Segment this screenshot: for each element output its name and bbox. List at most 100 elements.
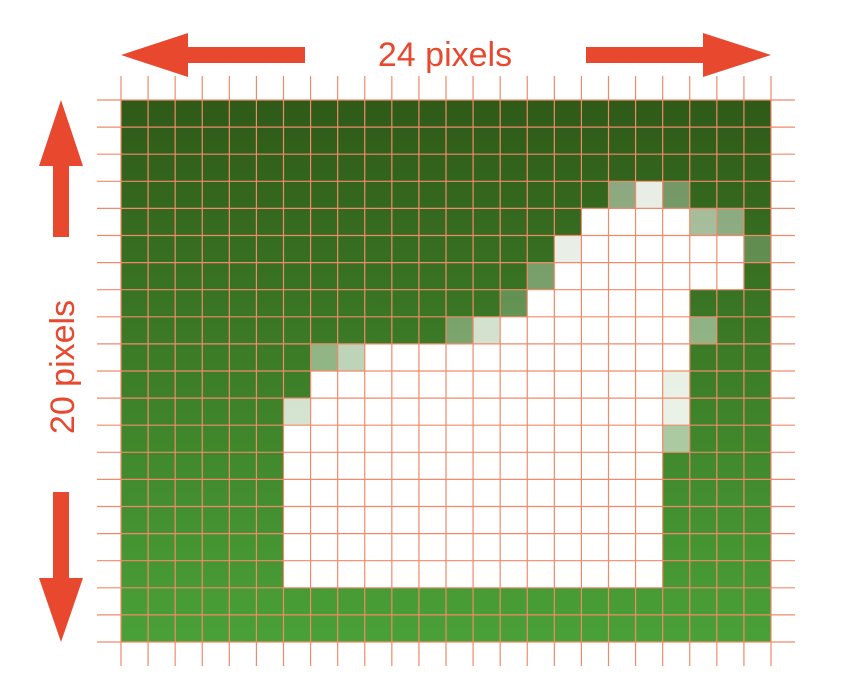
pixel-cell <box>500 479 528 507</box>
pixel-cell <box>446 506 474 534</box>
pixel-cell <box>635 343 663 371</box>
pixel-cell <box>500 316 528 344</box>
height-label: 20 pixels <box>44 300 82 434</box>
pixel-cell <box>391 371 419 399</box>
pixel-cell <box>635 452 663 480</box>
pixel-cell <box>310 452 338 480</box>
pixel-cell <box>364 371 392 399</box>
pixel-cell <box>527 425 555 453</box>
pixel-cell <box>446 316 474 344</box>
pixel-cell <box>337 452 365 480</box>
pixel-cell <box>716 235 744 263</box>
pixel-cell <box>608 371 636 399</box>
pixel-cell <box>554 371 582 399</box>
pixel-cell <box>283 398 311 426</box>
pixel-cell <box>716 262 744 290</box>
pixel-cell <box>527 343 555 371</box>
pixel-cell <box>310 343 338 371</box>
pixel-cell <box>500 533 528 561</box>
pixel-cell <box>662 371 690 399</box>
pixel-cell <box>473 371 501 399</box>
pixel-cell <box>283 506 311 534</box>
pixel-image-cells <box>283 181 771 588</box>
pixel-cell <box>527 371 555 399</box>
pixel-cell <box>364 425 392 453</box>
pixel-cell <box>608 316 636 344</box>
pixel-cell <box>473 316 501 344</box>
pixel-cell <box>446 371 474 399</box>
pixel-cell <box>608 506 636 534</box>
pixel-cell <box>418 371 446 399</box>
pixel-cell <box>310 560 338 588</box>
pixel-cell <box>337 398 365 426</box>
pixel-cell <box>473 343 501 371</box>
pixel-cell <box>608 560 636 588</box>
pixel-cell <box>310 371 338 399</box>
pixel-cell <box>689 208 717 236</box>
pixel-cell <box>554 560 582 588</box>
pixel-cell <box>581 533 609 561</box>
pixel-cell <box>554 316 582 344</box>
pixel-cell <box>446 425 474 453</box>
pixel-cell <box>418 425 446 453</box>
pixel-cell <box>689 262 717 290</box>
height-dimension: 20 pixels <box>39 100 83 642</box>
pixel-cell <box>446 533 474 561</box>
pixel-cell <box>635 208 663 236</box>
pixel-cell <box>608 452 636 480</box>
pixel-cell <box>662 289 690 317</box>
pixel-cell <box>391 533 419 561</box>
pixel-cell <box>500 425 528 453</box>
pixel-cell <box>391 398 419 426</box>
pixel-cell <box>662 181 690 209</box>
pixel-cell <box>635 506 663 534</box>
pixel-cell <box>581 398 609 426</box>
pixel-cell <box>310 398 338 426</box>
pixel-cell <box>581 343 609 371</box>
pixel-cell <box>283 425 311 453</box>
pixel-cell <box>364 479 392 507</box>
pixel-cell <box>662 262 690 290</box>
pixel-cell <box>581 262 609 290</box>
pixel-cell <box>418 560 446 588</box>
pixel-cell <box>527 289 555 317</box>
pixel-cell <box>635 289 663 317</box>
pixel-cell <box>608 398 636 426</box>
pixel-cell <box>391 343 419 371</box>
pixel-cell <box>418 479 446 507</box>
pixel-grid-lines <box>97 76 795 666</box>
pixel-cell <box>364 343 392 371</box>
pixel-cell <box>473 533 501 561</box>
pixel-cell <box>608 533 636 561</box>
pixel-cell <box>608 289 636 317</box>
pixel-cell <box>418 343 446 371</box>
pixel-cell <box>364 560 392 588</box>
pixel-cell <box>310 425 338 453</box>
pixel-cell <box>635 371 663 399</box>
down-arrow-icon <box>39 492 83 642</box>
pixel-cell <box>527 262 555 290</box>
pixel-cell <box>581 235 609 263</box>
pixel-cell <box>581 425 609 453</box>
pixel-cell <box>581 371 609 399</box>
pixel-cell <box>418 533 446 561</box>
pixel-cell <box>473 479 501 507</box>
pixel-cell <box>391 479 419 507</box>
pixel-cell <box>500 560 528 588</box>
pixel-cell <box>473 560 501 588</box>
pixel-cell <box>581 506 609 534</box>
pixel-cell <box>581 208 609 236</box>
pixel-cell <box>554 452 582 480</box>
pixel-cell <box>662 343 690 371</box>
pixel-cell <box>608 235 636 263</box>
pixel-cell <box>635 262 663 290</box>
pixel-cell <box>500 289 528 317</box>
pixel-cell <box>337 533 365 561</box>
pixel-cell <box>418 398 446 426</box>
pixel-cell <box>473 398 501 426</box>
pixel-cell <box>527 452 555 480</box>
pixel-cell <box>391 425 419 453</box>
pixel-cell <box>716 208 744 236</box>
pixel-cell <box>635 316 663 344</box>
pixel-cell <box>527 506 555 534</box>
